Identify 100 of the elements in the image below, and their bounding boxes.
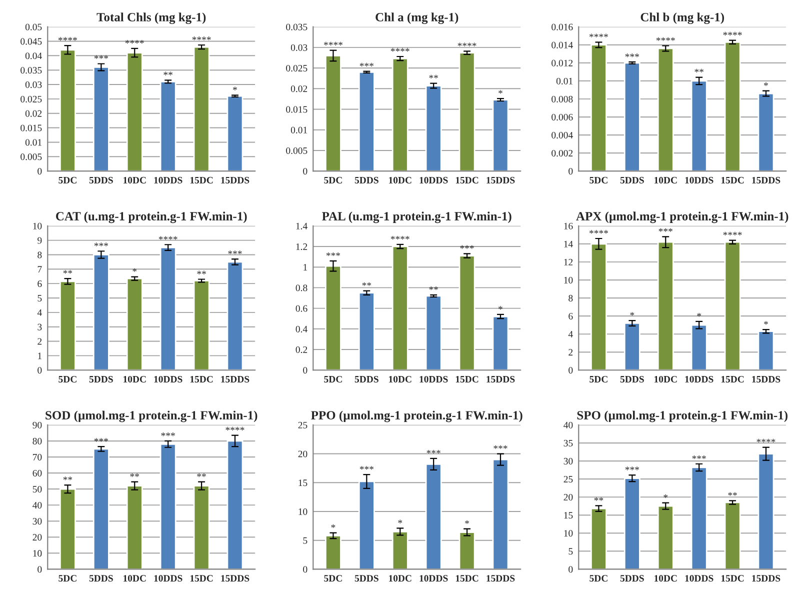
bar	[492, 316, 509, 370]
bar	[590, 508, 607, 570]
x-tick-label: 10DDS	[685, 176, 714, 184]
x-tick-label: 5DC	[324, 376, 342, 383]
y-tick-label: 3	[38, 324, 42, 330]
y-tick-label: 0	[38, 168, 42, 175]
y-tick-label: 8	[568, 294, 573, 302]
y-tick-label: 10	[33, 222, 42, 230]
annotation: ***	[94, 55, 108, 59]
y-tick-label: 1	[38, 352, 42, 360]
x-tick-label: 10DDS	[420, 176, 448, 184]
y-tick-label: 10	[33, 550, 42, 557]
bar	[492, 99, 509, 172]
y-tick-label: 0.015	[20, 124, 42, 132]
x-tick-label: 10DDS	[154, 376, 182, 383]
y-tick-label: 0.002	[552, 150, 573, 157]
x-tick-label: 15DDS	[752, 176, 780, 184]
y-tick-label: 6	[38, 280, 42, 288]
annotation: ****	[589, 230, 608, 234]
annotation: ***	[94, 438, 108, 442]
annotation: ***	[658, 228, 672, 232]
x-tick-label: 5DC	[324, 575, 342, 582]
y-tick-label: 40	[32, 502, 42, 509]
chart-title: Total Chls (mg kg-1)	[96, 12, 206, 24]
x-tick-label: 5DC	[590, 575, 608, 582]
annotation: *	[764, 82, 768, 86]
annotation: ****	[324, 42, 342, 46]
x-tick-label: 10DC	[389, 376, 412, 383]
y-tick-label: 0	[38, 367, 42, 374]
bar	[690, 80, 708, 172]
x-tick-label: 5DDS	[89, 176, 113, 184]
x-tick-label: 10DDS	[685, 575, 714, 582]
x-tick-label: 15DDS	[221, 575, 250, 582]
bar	[624, 322, 640, 370]
annotation: *	[498, 306, 502, 310]
annotation: ***	[625, 54, 639, 58]
bar	[193, 280, 210, 370]
bar	[59, 49, 76, 172]
x-tick-label: 5DC	[58, 575, 76, 582]
bar	[226, 440, 244, 570]
annotation: ***	[692, 455, 706, 460]
chart-title: APX (µmol.mg-1 protein.g-1 FW.min-1)	[576, 212, 788, 224]
annotation: *	[498, 90, 502, 94]
annotation: ***	[426, 450, 440, 454]
annotation: **	[362, 282, 372, 286]
y-tick-label: 0.01	[290, 126, 307, 134]
x-tick-label: 15DC	[721, 376, 744, 383]
annotation: *	[465, 520, 469, 524]
bar	[758, 453, 774, 570]
x-tick-label: 10DC	[124, 376, 146, 383]
y-tick-label: 0	[303, 566, 308, 573]
bar	[324, 535, 342, 570]
y-tick-label: 2	[38, 338, 42, 345]
x-tick-label: 10DC	[389, 176, 412, 184]
y-tick-label: 10	[564, 276, 573, 284]
annotation: **	[164, 72, 172, 76]
y-tick-label: 0.4	[296, 326, 308, 332]
y-tick-label: 5	[568, 548, 573, 555]
bar	[160, 246, 176, 370]
y-tick-label: 1.4	[296, 222, 308, 230]
annotation: ****	[390, 48, 410, 52]
y-tick-label: 15	[564, 512, 573, 519]
y-tick-label: 7	[38, 266, 42, 273]
x-tick-label: 10DC	[124, 176, 146, 184]
annotation: ****	[158, 236, 178, 240]
bar	[226, 95, 244, 172]
annotation: ****	[390, 236, 410, 240]
annotation: ****	[226, 426, 244, 430]
bar	[724, 241, 741, 370]
x-tick-label: 15DDS	[486, 575, 515, 582]
chart-title: Chl b (mg kg-1)	[640, 12, 724, 24]
y-tick-label: 60	[32, 470, 42, 476]
bar	[458, 255, 476, 370]
y-tick-label: 0.014	[552, 42, 573, 48]
bar	[657, 241, 674, 370]
y-tick-label: 0	[38, 566, 42, 573]
y-tick-label: 2	[568, 349, 573, 356]
x-tick-label: 5DDS	[620, 176, 644, 184]
x-tick-label: 15DDS	[752, 376, 780, 383]
y-tick-label: 0.03	[290, 44, 308, 51]
bar	[126, 278, 143, 370]
y-tick-label: 0.02	[290, 86, 308, 92]
bar	[59, 488, 76, 570]
x-tick-label: 5DDS	[354, 575, 378, 582]
y-tick-label: 50	[32, 486, 42, 493]
bar	[358, 292, 375, 370]
annotation: ****	[723, 32, 742, 36]
y-tick-label: 0.025	[20, 96, 42, 102]
annotation: *	[697, 313, 702, 317]
chart-title: SPO (µmol.mg-1 protein.g-1 FW.min-1)	[577, 410, 788, 422]
annotation: **	[694, 68, 704, 72]
bar	[324, 54, 342, 172]
y-tick-label: 16	[564, 222, 573, 230]
x-tick-label: 15DC	[721, 176, 744, 184]
annotation: ****	[589, 34, 608, 38]
chart-title: Chl a (mg kg-1)	[376, 12, 458, 24]
bar	[193, 485, 210, 570]
y-tick-label: 20	[564, 494, 573, 501]
chart-title: SOD (µmol.mg-1 protein.g-1 FW.min-1)	[46, 410, 258, 422]
y-tick-label: 6	[568, 312, 573, 320]
